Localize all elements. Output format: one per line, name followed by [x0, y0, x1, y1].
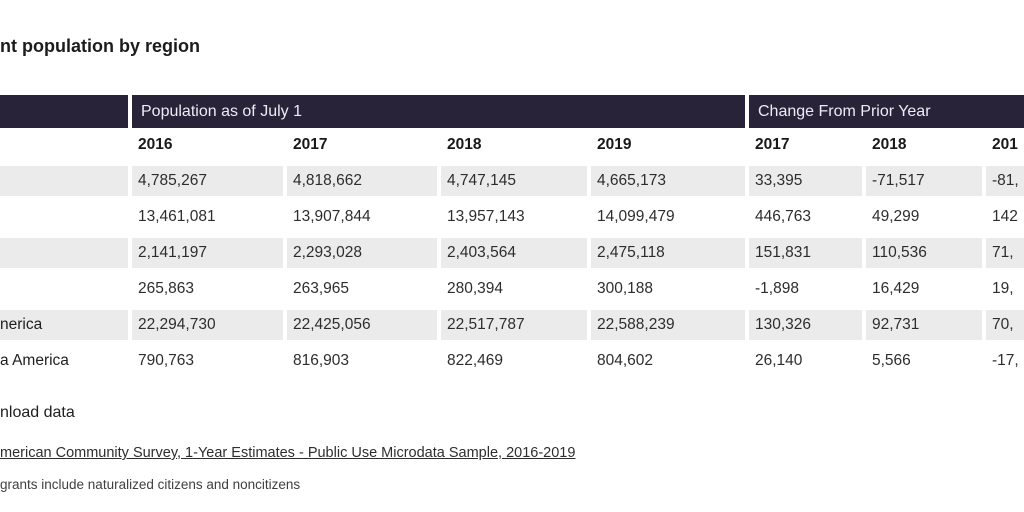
table-cell: 280,394: [447, 280, 504, 297]
row-label: a America: [0, 352, 69, 369]
table-cell: 816,903: [293, 352, 350, 369]
year-header-change-2017: 2017: [755, 136, 790, 153]
table-cell: 130,326: [749, 310, 862, 340]
row-label: [0, 202, 128, 232]
table-cell: -1,898: [755, 280, 799, 297]
table-cell: 263,965: [293, 280, 350, 297]
download-data-link[interactable]: nload data: [0, 404, 75, 421]
footnote: grants include naturalized citizens and …: [0, 477, 301, 492]
table-cell: 2,475,118: [591, 238, 745, 268]
table-cell: 4,785,267: [132, 166, 283, 196]
table-cell: 70,: [986, 310, 1024, 340]
table-cell: 22,294,730: [132, 310, 283, 340]
table-cell: 4,665,173: [591, 166, 745, 196]
table-cell: 110,536: [866, 238, 982, 268]
table-cell: 13,957,143: [447, 208, 525, 225]
table-cell: 142: [992, 208, 1018, 225]
row-label: [0, 274, 128, 304]
table-cell: 2,403,564: [441, 238, 587, 268]
table-cell: 4,818,662: [287, 166, 437, 196]
table-cell: 5,566: [872, 352, 911, 369]
group-header-change: Change From Prior Year: [749, 95, 1024, 128]
table-cell: 19,: [992, 280, 1014, 297]
row-label: nerica: [0, 310, 128, 340]
table-cell: 33,395: [749, 166, 862, 196]
table-cell: 822,469: [447, 352, 504, 369]
table-cell: -71,517: [866, 166, 982, 196]
table-cell: 804,602: [597, 352, 654, 369]
table-cell: 446,763: [755, 208, 812, 225]
year-header-2017: 2017: [293, 136, 328, 153]
year-header-change-2019: 201: [992, 136, 1018, 153]
table-cell: 26,140: [755, 352, 803, 369]
table-cell: 22,517,787: [441, 310, 587, 340]
table-cell: 300,188: [597, 280, 654, 297]
source-link[interactable]: merican Community Survey, 1-Year Estimat…: [0, 445, 576, 461]
table-cell: 16,429: [872, 280, 920, 297]
table-cell: 2,293,028: [287, 238, 437, 268]
page-title: nt population by region: [0, 36, 200, 56]
table-cell: 790,763: [138, 352, 195, 369]
population-table: Population as of July 1 Change From Prio…: [0, 95, 1024, 376]
year-header-2016: 2016: [138, 136, 173, 153]
table-cell: -17,: [992, 352, 1019, 369]
table-cell: 2,141,197: [132, 238, 283, 268]
table-cell: -81,: [986, 166, 1024, 196]
table-cell: 22,425,056: [287, 310, 437, 340]
table-cell: 92,731: [866, 310, 982, 340]
table-cell: 14,099,479: [597, 208, 675, 225]
year-header-change-2018: 2018: [872, 136, 907, 153]
year-header-blank: [0, 134, 128, 160]
table-cell: 4,747,145: [441, 166, 587, 196]
row-label: [0, 166, 128, 196]
table-cell: 13,461,081: [138, 208, 216, 225]
table-cell: 71,: [986, 238, 1024, 268]
table-cell: 22,588,239: [591, 310, 745, 340]
row-label: [0, 238, 128, 268]
group-header-population: Population as of July 1: [132, 95, 745, 128]
table-cell: 151,831: [749, 238, 862, 268]
table-cell: 13,907,844: [293, 208, 371, 225]
table-cell: 265,863: [138, 280, 195, 297]
table-corner-header: [0, 95, 128, 128]
year-header-2018: 2018: [447, 136, 482, 153]
table-cell: 49,299: [872, 208, 920, 225]
year-header-2019: 2019: [597, 136, 632, 153]
